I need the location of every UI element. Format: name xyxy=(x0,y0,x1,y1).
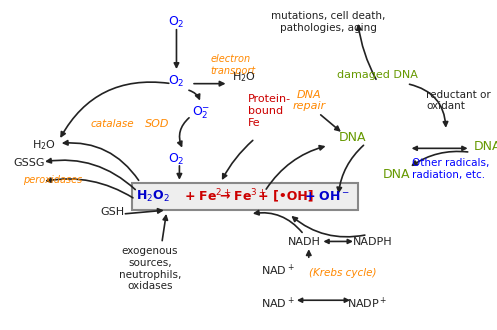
Text: NAD$^+$: NAD$^+$ xyxy=(260,263,294,278)
Text: damaged DNA: damaged DNA xyxy=(337,70,418,80)
Text: NAD$^+$: NAD$^+$ xyxy=(260,295,294,311)
FancyBboxPatch shape xyxy=(132,182,358,210)
Text: DNA
repair: DNA repair xyxy=(292,89,326,111)
Text: catalase: catalase xyxy=(91,119,135,129)
Text: peroxidases: peroxidases xyxy=(22,175,82,185)
Text: DNA: DNA xyxy=(339,131,367,144)
Text: NADPH: NADPH xyxy=(353,237,392,247)
Text: DNA: DNA xyxy=(474,141,497,153)
Text: GSH: GSH xyxy=(101,207,125,217)
Text: → Fe$^{3+}$: → Fe$^{3+}$ xyxy=(219,188,266,205)
Text: NADP$^+$: NADP$^+$ xyxy=(347,295,388,311)
Text: SOD: SOD xyxy=(145,119,169,129)
Text: O$^{-}_{2}$: O$^{-}_{2}$ xyxy=(192,104,210,121)
Text: + OH$^-$: + OH$^-$ xyxy=(304,190,350,203)
Text: H$_2$O$_2$: H$_2$O$_2$ xyxy=(136,189,170,204)
Text: electron
transport: electron transport xyxy=(211,54,256,76)
Text: + [•OH]: + [•OH] xyxy=(258,190,314,203)
Text: H$_2$O: H$_2$O xyxy=(232,70,256,84)
Text: GSSG: GSSG xyxy=(14,158,45,168)
Text: O$_2$: O$_2$ xyxy=(168,15,185,30)
Text: H$_2$O: H$_2$O xyxy=(32,139,56,152)
Text: + Fe$^{2+}$: + Fe$^{2+}$ xyxy=(184,188,232,205)
Text: exogenous
sources,
neutrophils,
oxidases: exogenous sources, neutrophils, oxidases xyxy=(119,246,181,291)
Text: Protein-
bound
Fe: Protein- bound Fe xyxy=(248,94,291,128)
Text: reductant or
oxidant: reductant or oxidant xyxy=(426,89,491,111)
Text: O$_2$: O$_2$ xyxy=(168,152,185,167)
Text: NADH: NADH xyxy=(287,237,320,247)
Text: mutations, cell death,
pathologies, aging: mutations, cell death, pathologies, agin… xyxy=(271,11,386,33)
Text: Other radicals,
radiation, etc.: Other radicals, radiation, etc. xyxy=(412,158,489,180)
Text: O$_2$: O$_2$ xyxy=(168,74,185,89)
Text: DNA: DNA xyxy=(383,168,411,181)
Text: (Krebs cycle): (Krebs cycle) xyxy=(309,268,377,278)
